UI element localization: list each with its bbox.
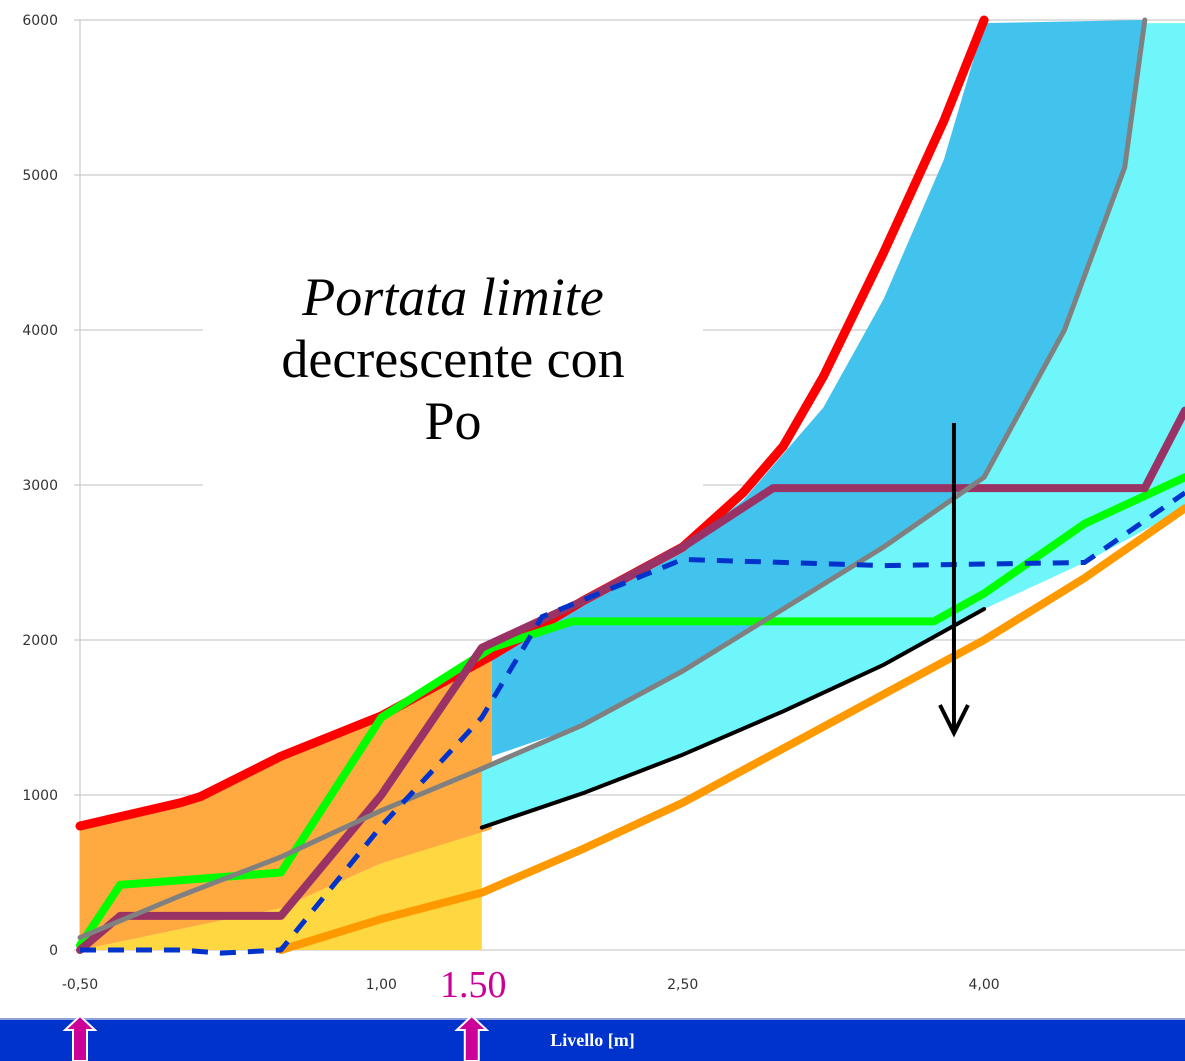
- area-fill: [481, 23, 1185, 830]
- area-fill: [491, 20, 1145, 757]
- chart: 0 1000 2000 3000 4000 5000 6000 -0,50 1,00 2,50 4…: [22, 13, 1185, 993]
- y-tick-label: 0: [49, 943, 58, 959]
- series-lines: [75, 15, 1185, 956]
- x-tick-label: -0,50: [62, 977, 98, 993]
- x-tick-label: 2,50: [667, 977, 698, 993]
- series-line: [479, 607, 987, 830]
- down-arrow: [938, 423, 970, 738]
- series-line: [80, 490, 1185, 956]
- marker-label: 1.50: [440, 964, 507, 1006]
- y-tick-labels: 0 1000 2000 3000 4000 5000 6000: [22, 13, 58, 959]
- series-line: [77, 17, 1148, 941]
- series-line: [76, 473, 1185, 950]
- annotation-line-3: Po: [424, 391, 482, 451]
- y-tick-label: 2000: [22, 633, 58, 649]
- annotation-line-2: decrescente con: [281, 329, 625, 389]
- x-tick-label: 4,00: [969, 977, 1000, 993]
- series-line: [276, 504, 1185, 954]
- y-tick-label: 1000: [22, 788, 58, 804]
- x-tick-labels: -0,50 1,00 2,50 4,00: [62, 977, 1000, 993]
- axis-title-bar: Livello [m]: [0, 1018, 1185, 1061]
- series-line: [76, 406, 1185, 954]
- y-tick-label: 3000: [22, 478, 58, 494]
- y-tick-label: 4000: [22, 323, 58, 339]
- x-tick-label: 1,00: [366, 977, 397, 993]
- y-tick-label: 6000: [22, 13, 58, 29]
- annotation-line-1: Portata limite: [302, 267, 604, 327]
- x-axis-title: Livello [m]: [550, 1030, 635, 1050]
- y-tick-label: 5000: [22, 168, 58, 184]
- arrow-head: [938, 704, 970, 738]
- annotation-box: Portata limite decrescente con Po: [203, 258, 703, 488]
